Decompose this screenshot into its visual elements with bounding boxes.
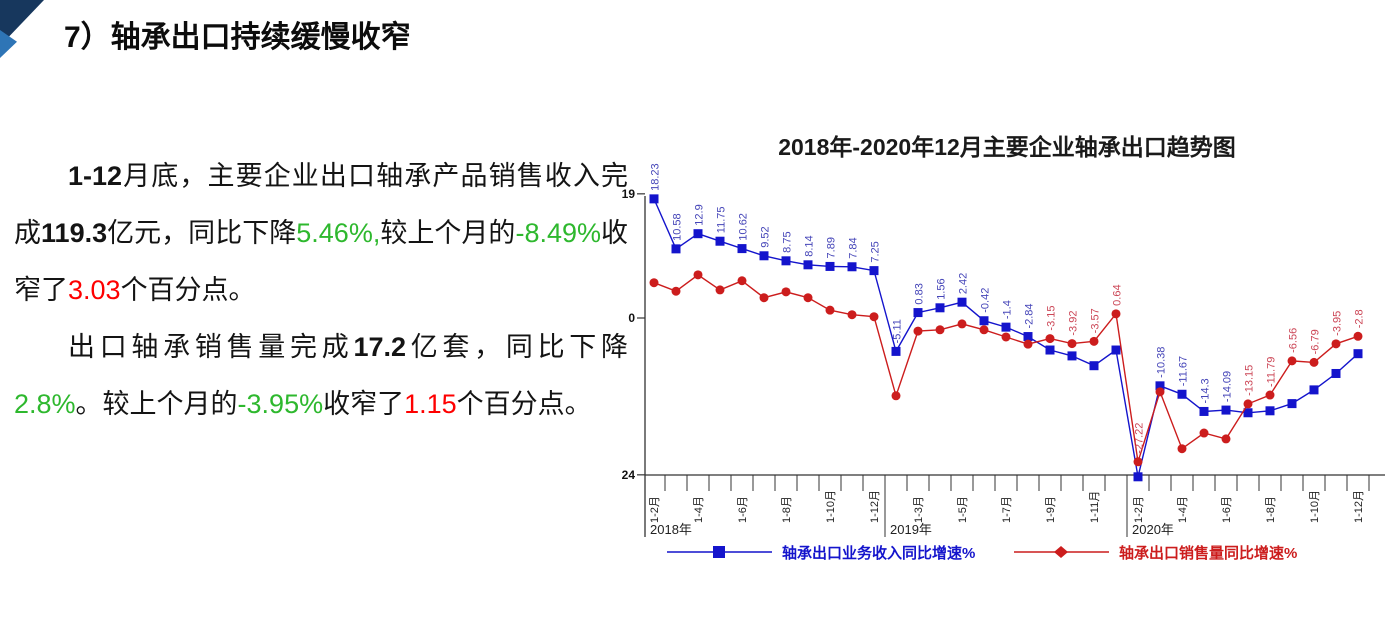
export-trend-chart: 190-242018年2019年2020年1-2月1-4月1-6月1-8月1-1… xyxy=(622,122,1392,594)
text-segment: 3.03 xyxy=(68,275,121,305)
year-label: 2020年 xyxy=(1132,522,1174,537)
text-segment: 较上个月的 xyxy=(380,218,516,248)
data-point-label: 7.25 xyxy=(870,241,882,262)
data-point-label: 8.14 xyxy=(804,235,816,256)
data-point-label: 7.84 xyxy=(848,237,860,258)
x-tick-labels: 1-2月 1-4月 1-6月 1-8月 1-10月 1-12月 1-3月 1-5月 1-7月 1-… xyxy=(649,490,1365,523)
body-text: 1-12月底，主要企业出口轴承产品销售收入完成119.3亿元，同比下降5.46%… xyxy=(14,148,628,433)
series-volume-growth: -3.15 -3.92 -3.57 0.64 -27.22 -13.15 -11.79 -6.… xyxy=(649,270,1366,467)
data-point-label: 8.75 xyxy=(782,231,794,252)
text-segment: 出口轴承销售量完成 xyxy=(68,332,354,362)
x-tick-label: 1-8月 xyxy=(1265,496,1277,523)
data-point-label: -3.92 xyxy=(1068,311,1080,336)
data-point-label: -14.09 xyxy=(1222,371,1234,402)
x-tick-label: 1-4月 xyxy=(693,496,705,523)
paragraph: 出口轴承销售量完成17.2亿套，同比下降 2.8%。较上个月的-3.95%收窄了1… xyxy=(14,319,628,433)
text-segment: 1.15 xyxy=(404,389,457,419)
data-point-label: 12.9 xyxy=(694,204,706,225)
x-tick-label: 1-2月 xyxy=(1133,496,1145,523)
data-point-label: -1.4 xyxy=(1002,300,1014,319)
data-point-label: -2.84 xyxy=(1024,303,1036,328)
year-label: 2018年 xyxy=(650,522,692,537)
data-point-label: 11.75 xyxy=(716,206,728,233)
y-tick-label: 19 xyxy=(622,187,635,201)
y-tick-label: 0 xyxy=(628,311,635,325)
data-point-label: 10.62 xyxy=(738,213,750,241)
text-segment: -3.95% xyxy=(237,389,324,419)
data-point-label: -10.38 xyxy=(1156,347,1168,378)
text-segment: 亿元，同比下降 xyxy=(107,218,297,248)
data-point-label: -5.11 xyxy=(892,319,904,343)
x-tick-label: 1-10月 xyxy=(1309,490,1321,523)
text-segment: 。较上个月的 xyxy=(75,389,238,419)
data-point-label: -13.15 xyxy=(1244,365,1256,396)
text-segment: 17.2 xyxy=(353,332,406,362)
legend-marker-square xyxy=(713,546,725,558)
data-point-label: -3.15 xyxy=(1046,306,1058,331)
text-segment: 5.46%, xyxy=(296,218,381,248)
axes: 19 0 -24 2018年 2019年 2020年 xyxy=(622,187,1385,537)
x-tick-label: 1-9月 xyxy=(1045,496,1057,523)
x-tick-label: 1-12月 xyxy=(869,490,881,523)
data-point-label: -11.79 xyxy=(1266,357,1278,387)
x-tick-label: 1-5月 xyxy=(957,496,969,523)
year-label: 2019年 xyxy=(890,522,932,537)
data-point-label: -2.8 xyxy=(1354,309,1366,328)
data-point-label: 1.56 xyxy=(936,278,948,299)
legend-marker-diamond xyxy=(1054,546,1068,558)
x-tick-label: 1-2月 xyxy=(649,496,661,523)
x-tick-label: 1-11月 xyxy=(1089,491,1101,523)
text-segment: 1-12 xyxy=(68,161,123,191)
text-segment: 个百分点。 xyxy=(456,389,592,419)
data-point-label: 2.42 xyxy=(958,273,970,294)
data-point-label: 18.23 xyxy=(650,163,662,191)
data-point-label: -0.42 xyxy=(980,288,992,313)
x-tick-label: 1-6月 xyxy=(737,496,749,523)
page-title: 7）轴承出口持续缓慢收窄 xyxy=(64,21,411,54)
text-segment: 月底，主要企业出口轴承产品销售收入完成 xyxy=(14,161,628,248)
data-point-label: 0.64 xyxy=(1112,284,1124,305)
x-tick-label: 1-7月 xyxy=(1001,496,1013,523)
chart-title: 2018年-2020年12月主要企业轴承出口趋势图 xyxy=(778,134,1236,160)
text-segment: -8.49% xyxy=(515,218,602,248)
text-segment: 2.8% xyxy=(14,389,76,419)
data-point-label: 9.52 xyxy=(760,226,772,247)
x-tick-label: 1-6月 xyxy=(1221,496,1233,523)
data-point-label: 0.83 xyxy=(914,283,926,304)
y-tick-label: -24 xyxy=(622,468,635,482)
x-tick-label: 1-10月 xyxy=(825,490,837,523)
data-point-label: 7.89 xyxy=(826,237,838,258)
text-segment: 个百分点。 xyxy=(120,275,256,305)
series-revenue-growth: 18.23 10.58 12.9 11.75 10.62 9.52 8.75 8.14 7.89… xyxy=(649,163,1363,482)
text-segment: 119.3 xyxy=(41,218,108,248)
legend-label: 轴承出口销售量同比增速% xyxy=(1119,544,1297,562)
x-tick-label: 1-3月 xyxy=(913,496,925,523)
data-point-label: -14.3 xyxy=(1200,378,1212,403)
data-point-label: -3.57 xyxy=(1090,308,1102,333)
text-segment: 收窄了 xyxy=(323,389,405,419)
data-point-label: -6.79 xyxy=(1310,329,1322,354)
chart-canvas: 190-242018年2019年2020年1-2月1-4月1-6月1-8月1-1… xyxy=(622,163,1385,562)
x-tick-label: 1-12月 xyxy=(1353,490,1365,523)
data-point-label: -27.22 xyxy=(1134,423,1146,454)
legend: 轴承出口业务收入同比增速% 轴承出口销售量同比增速% xyxy=(667,544,1297,562)
x-tick-label: 1-8月 xyxy=(781,496,793,523)
data-point-label: -3.95 xyxy=(1332,311,1344,336)
data-point-label: -11.67 xyxy=(1178,356,1190,386)
text-segment: 亿套，同比下降 xyxy=(406,332,629,362)
data-point-label: -6.56 xyxy=(1288,328,1300,353)
x-tick-label: 1-4月 xyxy=(1177,496,1189,523)
data-point-label: 10.58 xyxy=(672,213,684,241)
paragraph: 1-12月底，主要企业出口轴承产品销售收入完成119.3亿元，同比下降5.46%… xyxy=(14,148,628,319)
text-segment: 收窄了 xyxy=(14,218,629,305)
legend-label: 轴承出口业务收入同比增速% xyxy=(782,544,975,562)
